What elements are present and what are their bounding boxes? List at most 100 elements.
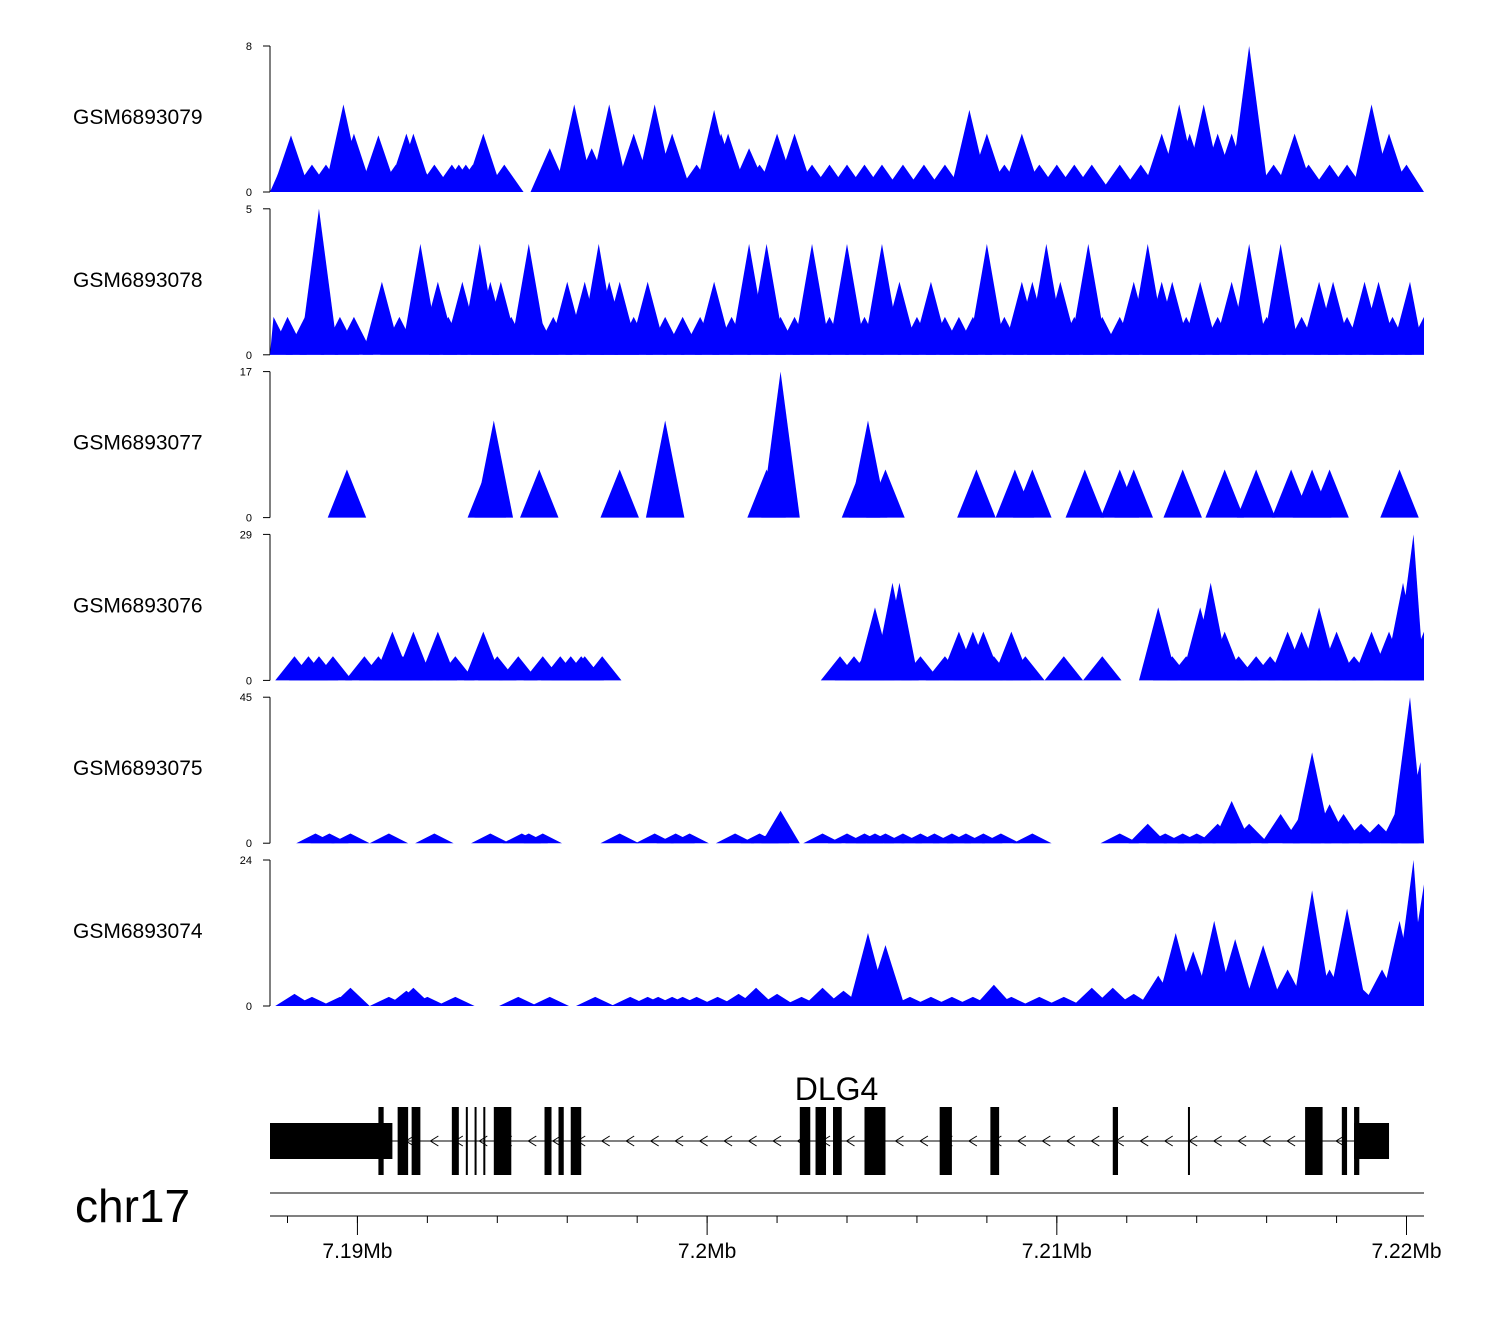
coverage-peak <box>1006 656 1045 681</box>
track-GSM6893079: GSM6893079 8 0 <box>73 41 1424 199</box>
strand-arrow <box>649 1135 659 1147</box>
strand-arrow <box>527 1135 537 1147</box>
coverage-peak <box>1013 469 1052 518</box>
y-tick-label-max: 17 <box>240 367 252 379</box>
coverage-peak <box>1020 996 1059 1006</box>
exon-block <box>570 1107 582 1175</box>
coverage-peak <box>313 656 353 681</box>
strand-arrow <box>1065 1135 1076 1147</box>
exon-block <box>1354 1107 1360 1175</box>
y-tick-label-max: 45 <box>240 692 252 704</box>
coverage-peak <box>761 810 800 844</box>
coverage-peak <box>901 656 940 681</box>
coverage-peak <box>1205 469 1244 518</box>
coverage-peak <box>981 833 1021 844</box>
strand-arrow <box>723 1135 733 1147</box>
exon-block <box>558 1107 564 1175</box>
y-tick-label-zero: 0 <box>246 187 252 199</box>
coverage-peak <box>464 133 503 192</box>
exon-block <box>1341 1107 1348 1175</box>
exon-block <box>1112 1107 1119 1175</box>
y-tick-label-zero: 0 <box>246 838 252 850</box>
coverage-peak <box>436 996 475 1006</box>
strand-arrow <box>429 1135 439 1147</box>
exon-block <box>544 1107 552 1175</box>
coverage-peak <box>1404 884 1424 1006</box>
exon-block <box>493 1107 512 1175</box>
coverage-peak <box>866 469 905 518</box>
genomic-axis: 7.19Mb 7.2Mb 7.21Mb 7.22Mb <box>270 1192 1442 1263</box>
strand-arrow <box>1212 1135 1222 1147</box>
strand-arrow <box>698 1135 708 1147</box>
axis-tick-label: 7.22Mb <box>1371 1240 1441 1263</box>
coverage-peak <box>992 996 1031 1006</box>
track-label: GSM6893076 <box>73 594 203 617</box>
coverage-peak <box>866 945 905 1006</box>
y-tick-label-max: 8 <box>246 41 252 53</box>
y-tick-label-zero: 0 <box>246 513 252 525</box>
exon-block <box>474 1107 477 1175</box>
coverage-peak <box>292 996 332 1006</box>
track-label: GSM6893074 <box>73 920 203 943</box>
coverage-peak <box>1083 656 1122 681</box>
strand-arrow <box>1016 1135 1027 1147</box>
exon-block <box>799 1107 811 1175</box>
coverage-peak <box>1292 890 1332 1006</box>
coverage-tracks: GSM689307980GSM689307850GSM6893077170GSM… <box>73 41 1424 1013</box>
y-tick-label-zero: 0 <box>246 1001 252 1013</box>
strand-arrow <box>747 1135 757 1147</box>
coverage-peak <box>299 208 339 355</box>
utr-block <box>1354 1123 1390 1159</box>
strand-arrow <box>1139 1135 1149 1147</box>
coverage-peak <box>803 833 842 844</box>
exon-block <box>1305 1107 1323 1175</box>
coverage-peak <box>1072 164 1112 192</box>
coverage-peak <box>499 656 538 681</box>
exon-block <box>378 1107 384 1175</box>
exon-block <box>833 1107 842 1175</box>
axis-tick-label: 7.21Mb <box>1022 1240 1092 1263</box>
coverage-peak <box>331 987 370 1006</box>
coverage-peak <box>1013 833 1052 844</box>
coverage-peak <box>670 833 709 844</box>
coverage-peak <box>523 833 562 844</box>
coverage-peak <box>582 656 622 681</box>
exon-block <box>864 1107 886 1175</box>
coverage-peak <box>331 833 370 844</box>
coverage-peak <box>530 996 569 1006</box>
gene-name-label: DLG4 <box>795 1071 879 1107</box>
coverage-peak <box>761 371 800 518</box>
track-label: GSM6893077 <box>73 432 203 455</box>
coverage-peak <box>1229 243 1269 355</box>
chromosome-label: chr17 <box>75 1180 190 1232</box>
exon-block <box>939 1107 952 1175</box>
coverage-peak <box>1243 945 1283 1006</box>
exon-block <box>990 1107 1000 1175</box>
gene-model: DLG4 <box>270 1071 1390 1175</box>
coverage-peak <box>1236 469 1276 518</box>
track-label: GSM6893075 <box>73 757 203 780</box>
coverage-peak <box>415 833 454 844</box>
strand-arrow <box>894 1135 904 1147</box>
coverage-peak <box>327 469 367 518</box>
coverage-peak <box>652 133 692 192</box>
coverage-peak <box>600 833 639 844</box>
coverage-peak <box>485 164 524 192</box>
coverage-peak <box>436 656 475 681</box>
coverage-peak <box>474 420 514 518</box>
coverage-peak <box>1044 996 1084 1006</box>
coverage-peak <box>1065 469 1105 518</box>
exon-block <box>411 1107 421 1175</box>
axis-tick-label: 7.2Mb <box>678 1240 736 1263</box>
y-tick-label-zero: 0 <box>246 675 252 687</box>
coverage-peak <box>589 104 629 192</box>
track-GSM6893075: GSM6893075 45 0 <box>73 692 1424 850</box>
y-tick-label-max: 29 <box>240 529 252 541</box>
coverage-peak <box>271 135 311 192</box>
exon-block <box>451 1107 459 1175</box>
utr-block <box>270 1123 393 1159</box>
coverage-peak <box>957 469 996 518</box>
coverage-peak <box>471 833 510 844</box>
y-tick-label-max: 24 <box>240 855 252 867</box>
